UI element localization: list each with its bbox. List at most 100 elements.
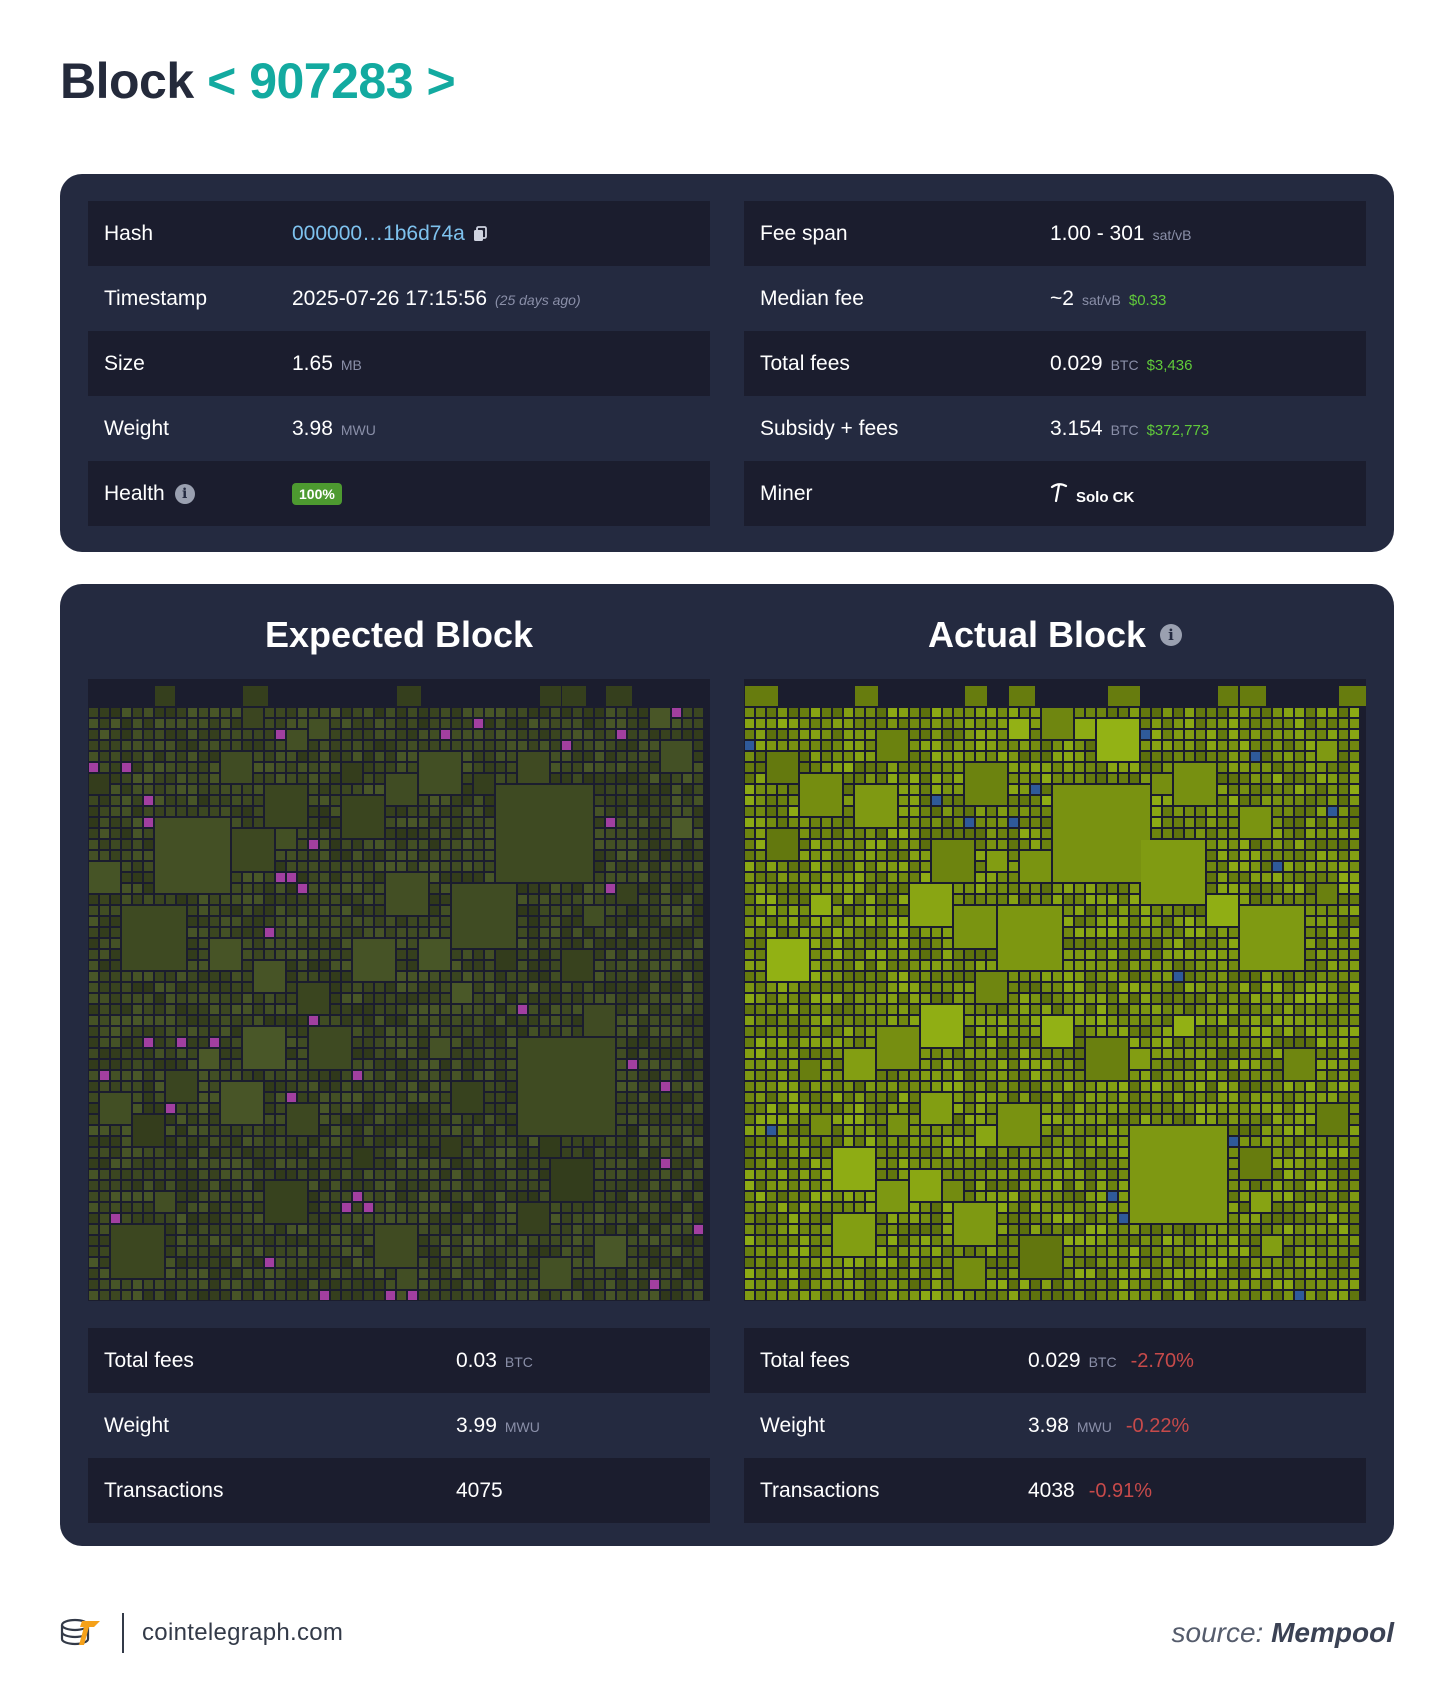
tx-block[interactable] xyxy=(331,906,340,915)
tx-block[interactable] xyxy=(683,1060,692,1069)
tx-block[interactable] xyxy=(309,1203,318,1212)
tx-block[interactable] xyxy=(1229,1181,1238,1190)
tx-block[interactable] xyxy=(1218,884,1227,893)
tx-block[interactable] xyxy=(133,1291,142,1300)
tx-block[interactable] xyxy=(932,719,941,728)
tx-block[interactable] xyxy=(166,1038,175,1047)
tx-block[interactable] xyxy=(595,730,604,739)
tx-block[interactable] xyxy=(1031,1181,1040,1190)
tx-block[interactable] xyxy=(463,1280,472,1289)
tx-block[interactable] xyxy=(419,1258,428,1267)
tx-block[interactable] xyxy=(419,1038,428,1047)
tx-block[interactable] xyxy=(1218,763,1227,772)
tx-block[interactable] xyxy=(496,1258,505,1267)
tx-block[interactable] xyxy=(1262,1071,1271,1080)
tx-block[interactable] xyxy=(254,774,263,783)
tx-block[interactable] xyxy=(1042,818,1051,827)
tx-block[interactable] xyxy=(694,851,703,860)
actual-block-treemap[interactable] xyxy=(744,679,1366,1301)
tx-block[interactable] xyxy=(1284,1137,1293,1146)
tx-block[interactable] xyxy=(899,873,908,882)
tx-block[interactable] xyxy=(177,752,186,761)
tx-block[interactable] xyxy=(1108,763,1117,772)
tx-block[interactable] xyxy=(364,983,373,992)
tx-block[interactable] xyxy=(177,1104,186,1113)
tx-block[interactable] xyxy=(551,961,560,970)
tx-block[interactable] xyxy=(1273,1225,1282,1234)
tx-block[interactable] xyxy=(954,1115,963,1124)
tx-block[interactable] xyxy=(518,1192,527,1201)
tx-block[interactable] xyxy=(529,939,538,948)
tx-block[interactable] xyxy=(177,1016,186,1025)
tx-block[interactable] xyxy=(1152,719,1161,728)
tx-block[interactable] xyxy=(1086,972,1095,981)
tx-block[interactable] xyxy=(573,719,582,728)
tx-block[interactable] xyxy=(320,1093,329,1102)
tx-block[interactable] xyxy=(866,1005,875,1014)
tx-block[interactable] xyxy=(910,1093,919,1102)
tx-block[interactable] xyxy=(298,1247,307,1256)
tx-block[interactable] xyxy=(1196,1027,1205,1036)
tx-block[interactable] xyxy=(353,1104,362,1113)
tx-block[interactable] xyxy=(1317,1027,1326,1036)
tx-block[interactable] xyxy=(397,961,406,970)
tx-block[interactable] xyxy=(1262,1258,1271,1267)
tx-block[interactable] xyxy=(683,961,692,970)
tx-block[interactable] xyxy=(1339,1291,1348,1300)
tx-block[interactable] xyxy=(1317,1236,1326,1245)
tx-block[interactable] xyxy=(353,1181,362,1190)
tx-block[interactable] xyxy=(1262,785,1271,794)
tx-block[interactable] xyxy=(1031,1225,1040,1234)
tx-block[interactable] xyxy=(899,950,908,959)
tx-block[interactable] xyxy=(474,1291,483,1300)
tx-block[interactable] xyxy=(331,1291,340,1300)
tx-block[interactable] xyxy=(463,1225,472,1234)
tx-block[interactable] xyxy=(287,1016,296,1025)
tx-block[interactable] xyxy=(921,1269,930,1278)
tx-block[interactable] xyxy=(133,1192,142,1201)
tx-block[interactable] xyxy=(899,1258,908,1267)
tx-block[interactable] xyxy=(89,807,98,816)
tx-block[interactable] xyxy=(1295,708,1304,717)
tx-block[interactable] xyxy=(507,983,516,992)
tx-block[interactable] xyxy=(144,1082,153,1091)
tx-block[interactable] xyxy=(452,1082,483,1113)
tx-block[interactable] xyxy=(661,1258,670,1267)
tx-block[interactable] xyxy=(888,1137,897,1146)
tx-block[interactable] xyxy=(1240,1203,1249,1212)
tx-block[interactable] xyxy=(276,873,285,882)
tx-block[interactable] xyxy=(1251,895,1260,904)
tx-block[interactable] xyxy=(932,1148,941,1157)
tx-block[interactable] xyxy=(1020,1280,1029,1289)
tx-block[interactable] xyxy=(694,1170,703,1179)
tx-block[interactable] xyxy=(573,763,582,772)
tx-block[interactable] xyxy=(353,1038,362,1047)
tx-block[interactable] xyxy=(287,873,296,882)
tx-block[interactable] xyxy=(822,1148,831,1157)
tx-block[interactable] xyxy=(877,774,886,783)
tx-block[interactable] xyxy=(1284,1258,1293,1267)
tx-block[interactable] xyxy=(1152,1082,1161,1091)
tx-block[interactable] xyxy=(1152,906,1161,915)
tx-block[interactable] xyxy=(100,829,109,838)
tx-block[interactable] xyxy=(529,1269,538,1278)
tx-block[interactable] xyxy=(1273,1291,1282,1300)
tx-block[interactable] xyxy=(1317,1137,1326,1146)
tx-block[interactable] xyxy=(573,741,582,750)
tx-block[interactable] xyxy=(1196,1016,1205,1025)
tx-block[interactable] xyxy=(683,983,692,992)
tx-block[interactable] xyxy=(1306,829,1315,838)
tx-block[interactable] xyxy=(386,1071,395,1080)
tx-block[interactable] xyxy=(386,818,395,827)
tx-block[interactable] xyxy=(375,1148,384,1157)
tx-block[interactable] xyxy=(694,1159,703,1168)
tx-block[interactable] xyxy=(672,1148,681,1157)
tx-block[interactable] xyxy=(397,1192,406,1201)
tx-block[interactable] xyxy=(485,818,494,827)
tx-block[interactable] xyxy=(353,895,362,904)
tx-block[interactable] xyxy=(1262,1225,1271,1234)
tx-block[interactable] xyxy=(811,1104,820,1113)
tx-block[interactable] xyxy=(353,1280,362,1289)
tx-block[interactable] xyxy=(276,1236,285,1245)
tx-block[interactable] xyxy=(474,1170,483,1179)
